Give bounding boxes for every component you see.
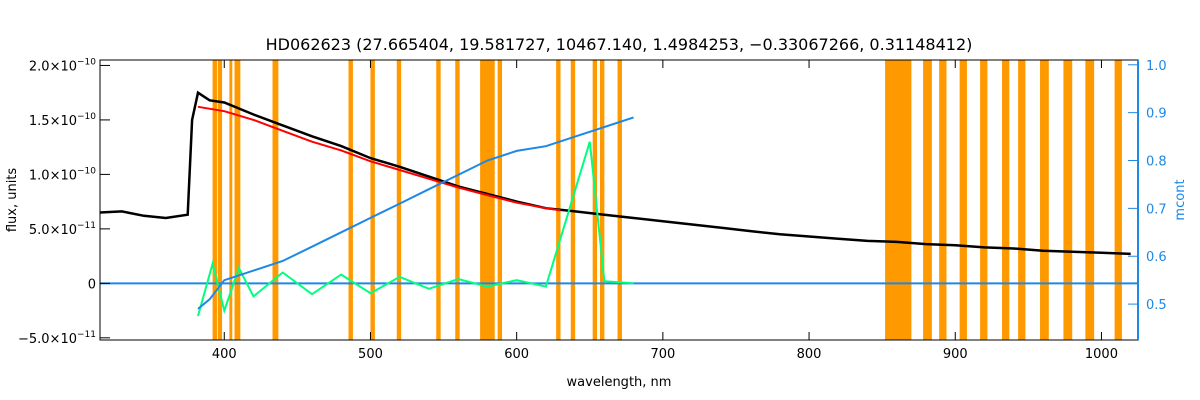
series-continuum	[197, 116, 634, 310]
y-left-tick-label: 1.5×10−10	[29, 112, 96, 129]
masked-region-24	[1040, 60, 1049, 340]
masked-region-2	[229, 60, 233, 340]
masked-region-8	[436, 60, 441, 340]
y-right-tick-label: 0.8	[1146, 155, 1167, 170]
masked-region-14	[592, 60, 598, 340]
y-axis-right-label: mcont	[1173, 179, 1188, 220]
x-tick-label: 900	[943, 347, 968, 362]
masked-region-23	[1018, 60, 1026, 340]
masked-region-4	[272, 60, 279, 340]
masked-region-25	[1063, 60, 1073, 340]
y-right-tick-label: 0.9	[1146, 107, 1167, 122]
masked-region-6	[370, 60, 375, 340]
x-tick-label: 600	[504, 347, 529, 362]
x-tick-label: 700	[650, 347, 675, 362]
masked-region-17	[885, 60, 912, 340]
x-axis-label: wavelength, nm	[567, 375, 672, 390]
x-tick-label: 1000	[1085, 347, 1118, 362]
y-axis-left: −5.0×10−11 0 5.0×10−11 1.0×10−10 1.5×10−10 2.…	[18, 57, 110, 347]
x-axis: 400 500 600 700 800 900 1000	[212, 60, 1118, 362]
masked-region-16	[617, 60, 622, 340]
masked-region-1	[217, 60, 223, 340]
masked-region-27	[1114, 60, 1122, 340]
masked-region-3	[234, 60, 241, 340]
masked-region-10	[480, 60, 495, 340]
y-right-tick-label: 1.0	[1146, 59, 1167, 74]
masked-region-15	[599, 60, 605, 340]
masked-region-5	[348, 60, 353, 340]
x-tick-label: 500	[358, 347, 383, 362]
chart-title: HD062623 (27.665404, 19.581727, 10467.14…	[266, 35, 973, 54]
y-left-tick-label: 1.0×10−10	[29, 166, 96, 183]
masked-region-12	[556, 60, 561, 340]
masked-region-7	[396, 60, 402, 340]
y-right-tick-label: 0.7	[1146, 202, 1167, 217]
masked-region-18	[923, 60, 932, 340]
y-right-tick-label: 0.6	[1146, 250, 1167, 265]
masked-region-26	[1085, 60, 1095, 340]
y-left-tick-label: 5.0×10−11	[29, 221, 96, 238]
y-left-tick-label: 2.0×10−10	[29, 57, 96, 74]
y-axis-left-label: flux, units	[5, 168, 20, 233]
masked-region-21	[980, 60, 988, 340]
masked-region-20	[959, 60, 967, 340]
masked-region-0	[212, 60, 217, 340]
y-right-tick-label: 0.5	[1146, 298, 1167, 313]
y-left-tick-label: 0	[88, 277, 96, 292]
series-residual	[197, 141, 634, 317]
x-tick-label: 800	[797, 347, 822, 362]
masked-region-11	[497, 60, 503, 340]
x-tick-label: 400	[212, 347, 237, 362]
y-left-tick-label: −5.0×10−11	[18, 330, 96, 347]
series-model	[197, 105, 561, 212]
masked-region-19	[939, 60, 947, 340]
y-axis-right: 0.5 0.6 0.7 0.8 0.9 1.0	[1128, 59, 1167, 313]
series-layer	[99, 90, 1131, 317]
series-observed	[99, 90, 1131, 256]
masked-regions	[212, 60, 1122, 340]
masked-region-22	[1002, 60, 1010, 340]
masked-region-9	[455, 60, 460, 340]
